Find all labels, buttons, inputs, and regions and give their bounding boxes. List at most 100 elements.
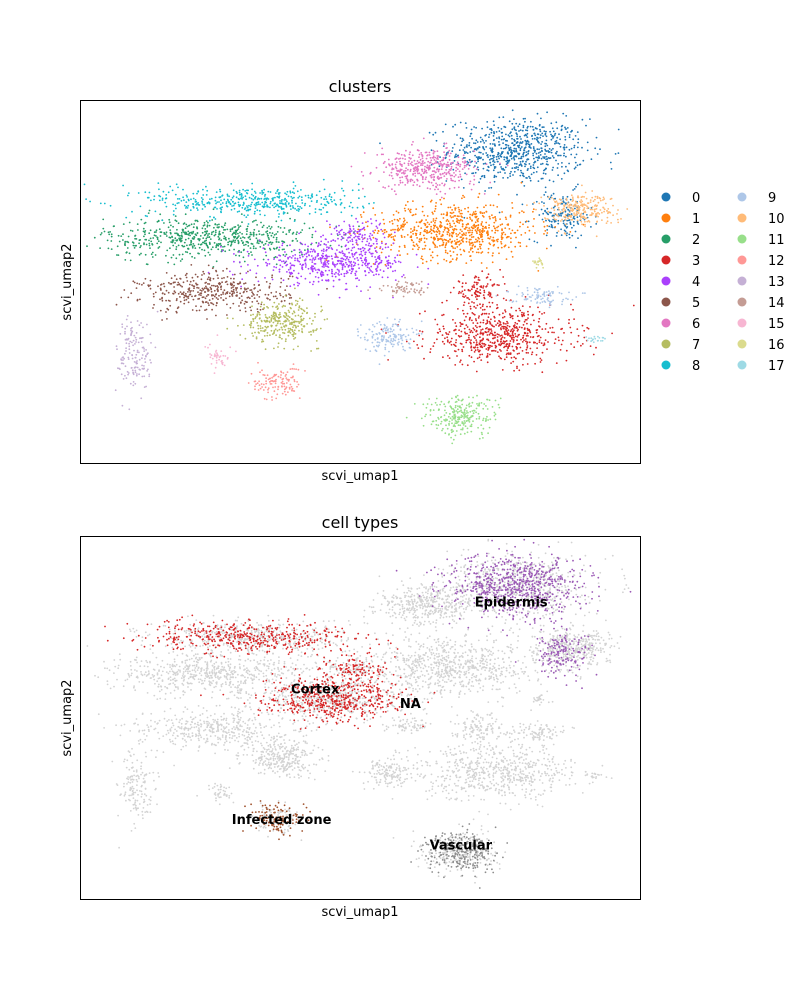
cluster-0-point [492, 139, 495, 142]
cluster-0-point [504, 147, 507, 150]
cluster-5-point [181, 292, 184, 295]
cluster-3-point [418, 312, 421, 315]
cluster-8-point [250, 197, 253, 200]
cluster-0-point [543, 157, 546, 160]
cluster-1-point [423, 222, 426, 225]
cluster-0-point [468, 144, 470, 147]
cluster-8-point [278, 213, 280, 215]
cluster-1-point [425, 238, 428, 240]
cluster-1-point [469, 242, 471, 245]
cluster-5-point [246, 301, 248, 303]
cluster-1-point [408, 210, 411, 212]
cluster-0-point [558, 133, 560, 136]
cluster-2-point [194, 219, 197, 222]
cluster-3-point [506, 330, 508, 333]
cluster-5-point [222, 270, 225, 272]
cluster-2-point [358, 225, 360, 228]
cluster-0-point [556, 231, 558, 234]
cluster-0-point [508, 159, 511, 162]
cluster-3-point [500, 334, 503, 337]
cluster-1-point [458, 219, 461, 222]
cluster-6-point [445, 165, 448, 168]
cluster-8-point [323, 198, 325, 201]
cluster-3-point [441, 314, 443, 317]
cluster-1-point [511, 256, 514, 258]
cluster-0-point [460, 178, 463, 181]
cluster-4-point [364, 270, 367, 273]
cluster-0-point [544, 186, 547, 189]
cluster-6-point [401, 181, 404, 184]
cluster-4-point [317, 293, 320, 296]
cluster-1-point [404, 209, 407, 212]
cluster-6-point [404, 175, 407, 178]
cluster-3-point [511, 345, 514, 348]
cluster-6-point [414, 163, 417, 165]
cluster-2-point [249, 231, 252, 234]
cluster-5-point [233, 277, 235, 280]
cluster-4-point [356, 257, 359, 259]
cluster-0-point [520, 171, 523, 174]
cluster-5-point [289, 275, 291, 278]
cluster-8-point [343, 206, 346, 209]
cluster-5-point [170, 277, 173, 280]
cluster-7-point [276, 316, 279, 318]
cluster-2-point [175, 257, 178, 260]
cluster-0-point [453, 160, 456, 162]
cluster-4-point [284, 255, 287, 258]
cluster-4-point [387, 264, 390, 267]
cluster-0-point [538, 123, 541, 126]
cluster-0-point [565, 115, 568, 117]
cluster-1-point [475, 230, 478, 233]
cluster-0-point [581, 146, 583, 149]
cluster-2-point [247, 245, 250, 247]
cluster-6-point [449, 174, 452, 177]
cluster-7-point [288, 316, 291, 319]
cluster-6-point [473, 175, 476, 177]
cluster-3-point [516, 327, 518, 329]
cluster-1-point [359, 214, 362, 216]
cluster-0-point [495, 131, 498, 133]
cluster-1-point [524, 232, 527, 234]
cluster-8-point [194, 199, 197, 201]
cluster-1-point [463, 196, 466, 199]
cluster-1-point [412, 200, 414, 203]
cluster-4-point [342, 237, 345, 240]
cluster-6-point [432, 170, 435, 173]
cluster-8-point [171, 189, 174, 192]
cluster-1-point [436, 246, 438, 248]
cluster-0-point [550, 223, 553, 226]
cluster-1-point [391, 222, 394, 225]
cluster-7-point [288, 320, 290, 322]
cluster-4-point [355, 251, 358, 254]
cluster-1-point [428, 223, 431, 226]
cluster-1-point [509, 214, 512, 217]
cluster-2-point [152, 237, 155, 239]
cluster-0-point [554, 142, 556, 145]
cluster-6-point [394, 166, 397, 169]
cluster-3-point [477, 350, 480, 353]
cluster-8-point [303, 204, 306, 207]
cluster-4-point [330, 255, 333, 258]
cluster-8-point [350, 201, 352, 204]
cluster-2-point [116, 245, 119, 248]
cluster-6-point [436, 184, 439, 186]
cluster-6-point [412, 170, 415, 173]
cluster-1-point [390, 236, 393, 239]
cluster-3-point [489, 341, 492, 343]
cluster-4-point [372, 274, 375, 276]
cluster-0-point [539, 151, 542, 154]
cluster-8-point [307, 194, 310, 197]
cluster-0-point [487, 166, 490, 169]
cluster-3-point [465, 341, 468, 344]
cluster-4-point [363, 226, 365, 229]
cluster-3-point [387, 359, 389, 361]
cluster-8-point [334, 203, 337, 205]
cluster-5-point [207, 294, 210, 296]
cluster-8-point [272, 197, 275, 199]
cluster-0-point [474, 154, 476, 157]
cluster-8-point [341, 180, 344, 182]
cluster-3-point [510, 338, 513, 340]
cluster-4-point [320, 240, 323, 243]
cluster-4-point [381, 248, 384, 251]
cluster-0-point [528, 175, 530, 178]
